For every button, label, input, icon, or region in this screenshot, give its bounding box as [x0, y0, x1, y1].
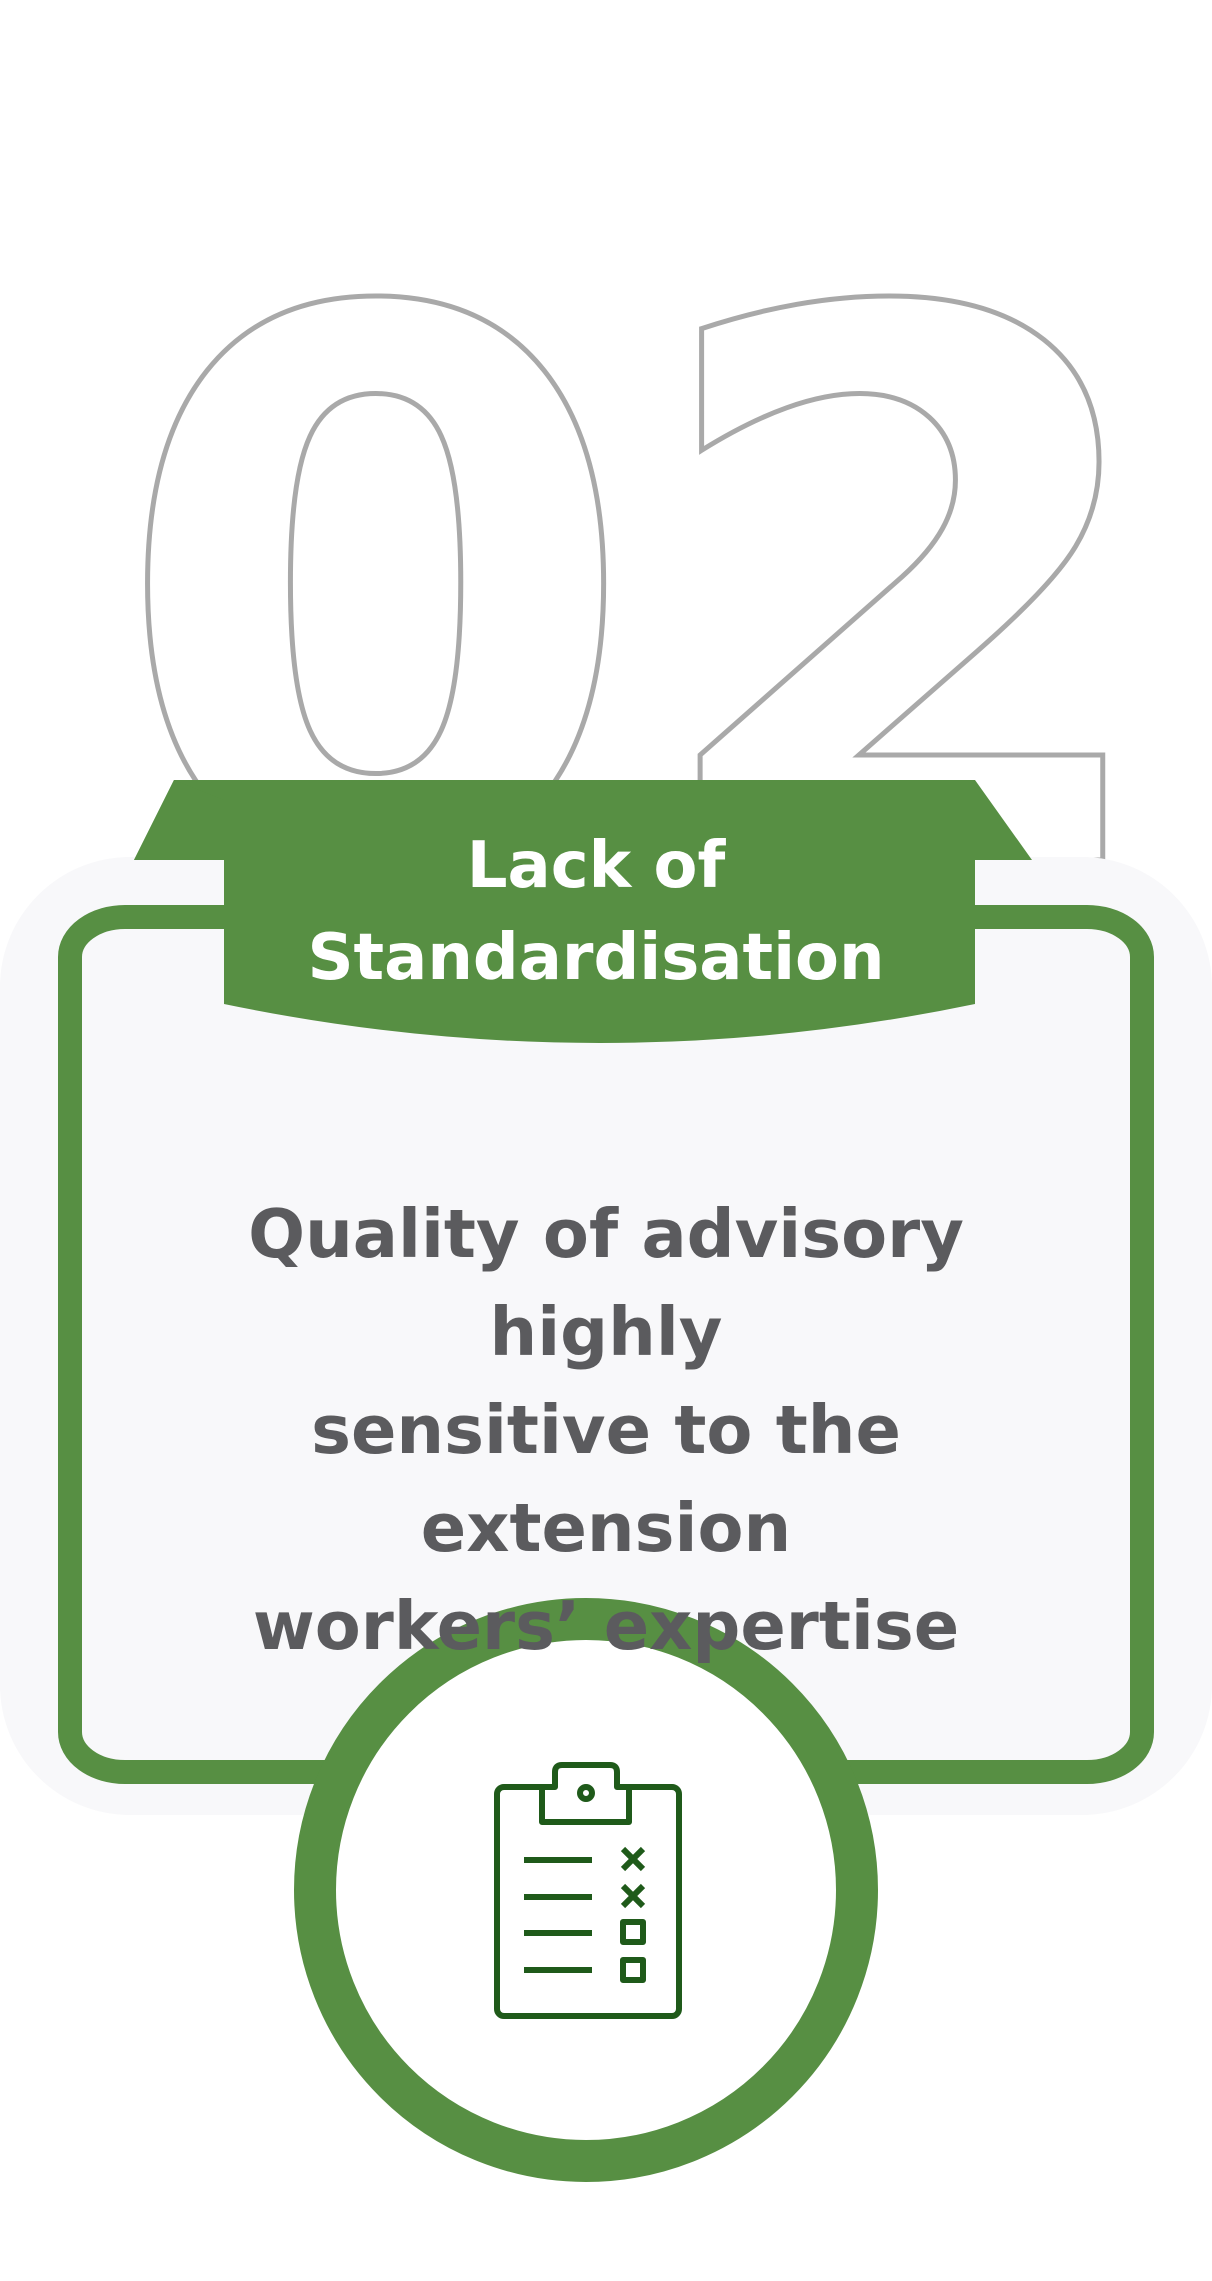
card-description-line-2: sensitive to the extension — [311, 1391, 901, 1567]
icon-ring — [294, 1598, 878, 2182]
card-description-line-3: workers’ expertise — [252, 1587, 960, 1665]
card-description-line-1: Quality of advisory highly — [248, 1195, 964, 1371]
card-title: Lack of Standardisation — [222, 820, 970, 1004]
clipboard-checklist-icon — [494, 1762, 682, 2019]
card-description: Quality of advisory highly sensitive to … — [120, 1185, 1092, 1675]
title-banner — [224, 780, 975, 1043]
title-banner-left-tab — [134, 780, 224, 860]
card-title-line-2: Standardisation — [307, 921, 885, 995]
card-title-line-1: Lack of — [466, 829, 726, 903]
